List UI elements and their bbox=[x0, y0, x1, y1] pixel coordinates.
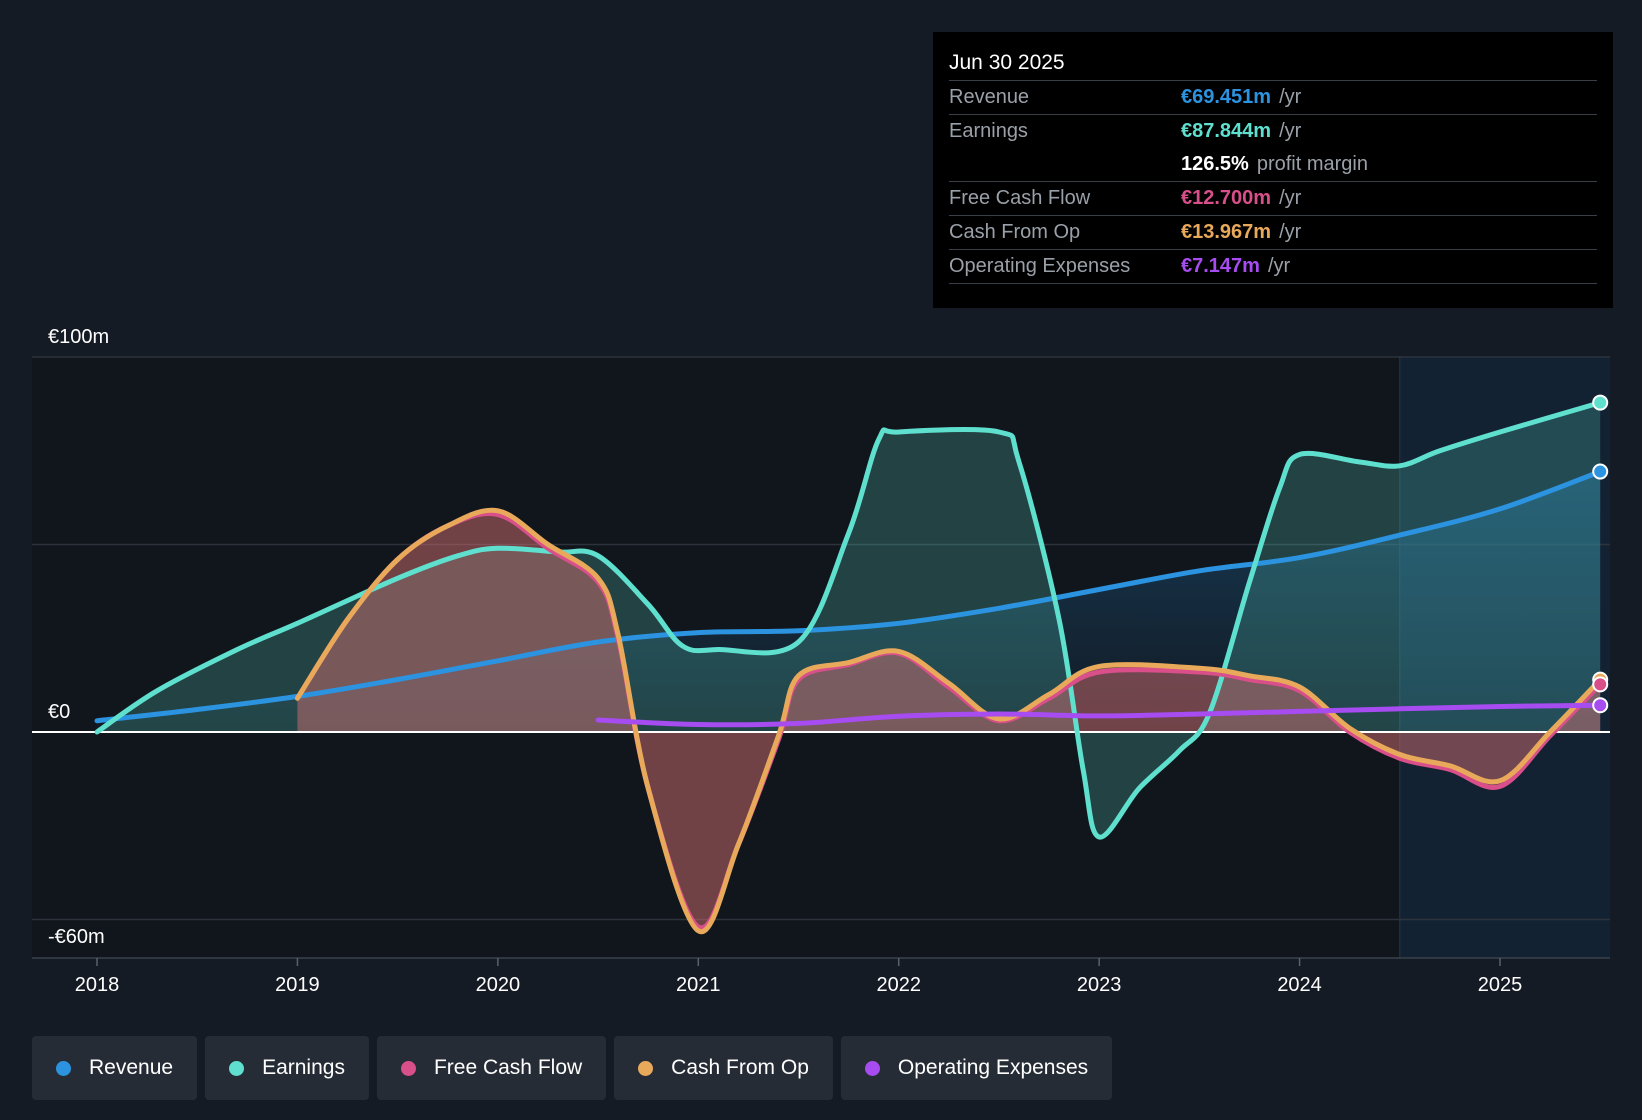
legend-label-cfo: Cash From Op bbox=[671, 1056, 809, 1079]
x-tick-label: 2020 bbox=[476, 974, 521, 996]
area-cfo bbox=[297, 510, 1601, 932]
tooltip-value-fcf: €12.700m bbox=[1181, 187, 1272, 209]
tooltip-row-opex: Operating Expenses €7.147m /yr bbox=[949, 249, 1597, 284]
legend-label-earnings: Earnings bbox=[262, 1056, 345, 1079]
tooltip-panel: Jun 30 2025 Revenue €69.451m /yr Earning… bbox=[933, 32, 1613, 308]
tooltip-row-earnings: Earnings €87.844m /yr bbox=[949, 114, 1597, 148]
line-cfo bbox=[294, 507, 1603, 935]
legend-item-fcf[interactable]: Free Cash Flow bbox=[376, 1036, 607, 1100]
tooltip-unit-opex: /yr bbox=[1267, 255, 1291, 277]
tooltip-label-earnings: Earnings bbox=[949, 120, 1028, 142]
line-earnings bbox=[94, 400, 1603, 840]
tooltip-label-revenue: Revenue bbox=[949, 86, 1030, 108]
tooltip-value-margin: 126.5% bbox=[1181, 153, 1249, 175]
legend-item-earnings[interactable]: Earnings bbox=[205, 1036, 369, 1100]
legend-label-opex: Operating Expenses bbox=[897, 1056, 1089, 1079]
x-tick-label: 2025 bbox=[1478, 974, 1523, 996]
marker-fcf bbox=[1592, 676, 1609, 693]
tooltip-unit-cfo: /yr bbox=[1279, 221, 1302, 243]
legend-dot-fcf bbox=[400, 1060, 416, 1076]
chart-legend: Revenue Earnings Free Cash Flow Cash Fro… bbox=[32, 1036, 1113, 1100]
tooltip-value-cfo: €13.967m bbox=[1181, 221, 1272, 243]
y-tick-label: €0 bbox=[48, 701, 70, 723]
area-fcf bbox=[297, 513, 1601, 928]
tooltip-text-margin: profit margin bbox=[1256, 153, 1368, 175]
legend-label-revenue: Revenue bbox=[89, 1056, 174, 1079]
tooltip-unit-earnings: /yr bbox=[1279, 120, 1302, 142]
marker-revenue bbox=[1592, 463, 1609, 480]
tooltip-value-revenue: €69.451m bbox=[1181, 86, 1272, 108]
x-tick-label: 2023 bbox=[1077, 974, 1122, 996]
x-tick-label: 2022 bbox=[876, 974, 921, 996]
tooltip-label-cfo: Cash From Op bbox=[949, 221, 1081, 243]
tooltip-label-opex: Operating Expenses bbox=[949, 255, 1131, 277]
marker-opex bbox=[1592, 697, 1609, 714]
legend-label-fcf: Free Cash Flow bbox=[433, 1056, 583, 1079]
legend-item-opex[interactable]: Operating Expenses bbox=[840, 1036, 1113, 1100]
tooltip-label-fcf: Free Cash Flow bbox=[949, 187, 1091, 209]
line-revenue bbox=[94, 469, 1603, 724]
tooltip-row-cfo: Cash From Op €13.967m /yr bbox=[949, 215, 1597, 249]
tooltip-unit-revenue: /yr bbox=[1279, 86, 1302, 108]
tooltip-unit-fcf: /yr bbox=[1279, 187, 1302, 209]
legend-dot-revenue bbox=[56, 1060, 71, 1076]
area-earnings bbox=[97, 402, 1601, 838]
legend-dot-cfo bbox=[638, 1060, 654, 1076]
tooltip-date: Jun 30 2025 bbox=[949, 51, 1065, 74]
tooltip-value-earnings: €87.844m bbox=[1181, 120, 1272, 142]
tooltip-row-margin: 126.5% profit margin bbox=[949, 148, 1597, 181]
tooltip-row-revenue: Revenue €69.451m /yr bbox=[949, 80, 1597, 114]
marker-earnings bbox=[1592, 394, 1609, 411]
x-tick-label: 2018 bbox=[75, 974, 120, 996]
x-tick-label: 2021 bbox=[676, 974, 721, 996]
legend-dot-opex bbox=[864, 1060, 880, 1076]
x-tick-label: 2024 bbox=[1277, 974, 1322, 996]
x-tick-label: 2019 bbox=[275, 974, 320, 996]
y-tick-label: €100m bbox=[48, 326, 109, 348]
legend-dot-earnings bbox=[229, 1060, 245, 1076]
legend-item-revenue[interactable]: Revenue bbox=[32, 1036, 198, 1100]
tooltip-value-opex: €7.147m bbox=[1181, 255, 1260, 277]
y-tick-label: -€60m bbox=[48, 926, 105, 948]
line-opex bbox=[595, 702, 1603, 728]
tooltip-row-fcf: Free Cash Flow €12.700m /yr bbox=[949, 181, 1597, 215]
legend-item-cfo[interactable]: Cash From Op bbox=[614, 1036, 833, 1100]
